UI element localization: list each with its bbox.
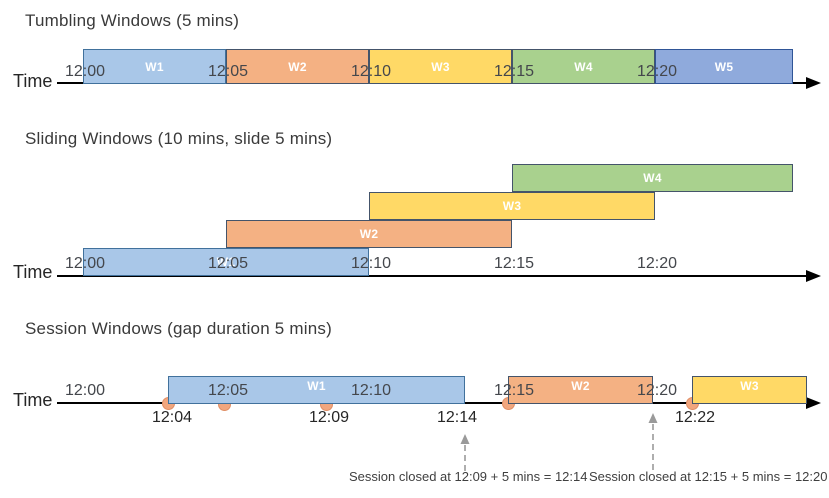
- tick-label: 12:10: [351, 382, 392, 399]
- window-w3: W3: [369, 49, 512, 84]
- section-title: Tumbling Windows (5 mins): [25, 11, 240, 30]
- tick-label: 12:15: [494, 382, 535, 399]
- tick-label: 12:15: [494, 63, 535, 80]
- event-time-label: 12:14: [436, 409, 478, 426]
- window-label: W1: [145, 59, 164, 74]
- tick-label: 12:05: [208, 63, 249, 80]
- window-label: W1: [216, 255, 236, 269]
- tick-label: 12:15: [494, 255, 535, 272]
- time-axis-label: Time: [13, 262, 53, 282]
- axis-arrowhead-icon: [806, 77, 821, 89]
- window-label: W2: [288, 59, 307, 74]
- window-label: W2: [359, 227, 379, 241]
- window-label: W4: [574, 59, 593, 74]
- window-w2: W2: [226, 49, 369, 84]
- section-title: Sliding Windows (10 mins, slide 5 mins): [25, 129, 333, 148]
- window-w1: W1: [83, 49, 226, 84]
- time-axis-line: [57, 275, 808, 277]
- window-label: W3: [740, 379, 759, 393]
- tick-label: 12:05: [208, 382, 249, 399]
- time-axis-label: Time: [13, 390, 53, 410]
- session-windows-section: Session Windows (gap duration 5 mins) Ti…: [0, 290, 829, 498]
- sliding-windows-section: Sliding Windows (10 mins, slide 5 mins) …: [0, 120, 829, 290]
- axis-arrowhead-icon: [806, 270, 821, 282]
- window-label: W1: [307, 379, 326, 393]
- time-axis-label: Time: [13, 71, 53, 91]
- tick-label: 12:00: [65, 382, 106, 399]
- tick-label: 12:00: [65, 255, 106, 272]
- tick-label: 12:20: [637, 255, 678, 272]
- axis-arrowhead-icon: [806, 397, 821, 409]
- event-time-label: 12:04: [151, 409, 193, 426]
- annotation-arrow-icon: [460, 434, 470, 471]
- window-w1: W1: [83, 248, 369, 276]
- tick-label: 12:10: [351, 255, 392, 272]
- window-w3: W3: [369, 192, 655, 220]
- session-close-annotation: Session closed at 12:09 + 5 mins = 12:14: [349, 469, 588, 484]
- tumbling-windows-section: Tumbling Windows (5 mins) Time W1 W2 W3 …: [0, 0, 829, 120]
- section-title: Session Windows (gap duration 5 mins): [25, 319, 332, 338]
- annotation-arrow-icon: [648, 413, 658, 470]
- window-label: W2: [571, 379, 590, 393]
- tick-label: 12:05: [208, 255, 249, 272]
- tick-label: 12:10: [351, 63, 392, 80]
- window-label: W5: [714, 59, 734, 74]
- event-time-label: 12:09: [308, 409, 350, 426]
- window-w4: W4: [512, 49, 655, 84]
- window-w4: W4: [512, 164, 793, 192]
- session-close-annotation: Session closed at 12:15 + 5 mins = 12:20: [589, 469, 828, 484]
- window-w5: W5: [655, 49, 793, 84]
- tick-label: 12:20: [637, 63, 678, 80]
- window-label: W3: [502, 199, 522, 213]
- window-w2: W2: [226, 220, 512, 248]
- event-time-label: 12:22: [674, 409, 716, 426]
- window-w3: W3: [692, 376, 807, 404]
- window-label: W4: [643, 171, 662, 185]
- window-w1: W1: [168, 376, 465, 404]
- tick-label: 12:20: [637, 382, 678, 399]
- tick-label: 12:00: [65, 63, 106, 80]
- window-label: W3: [431, 59, 450, 74]
- window-w2: W2: [508, 376, 653, 404]
